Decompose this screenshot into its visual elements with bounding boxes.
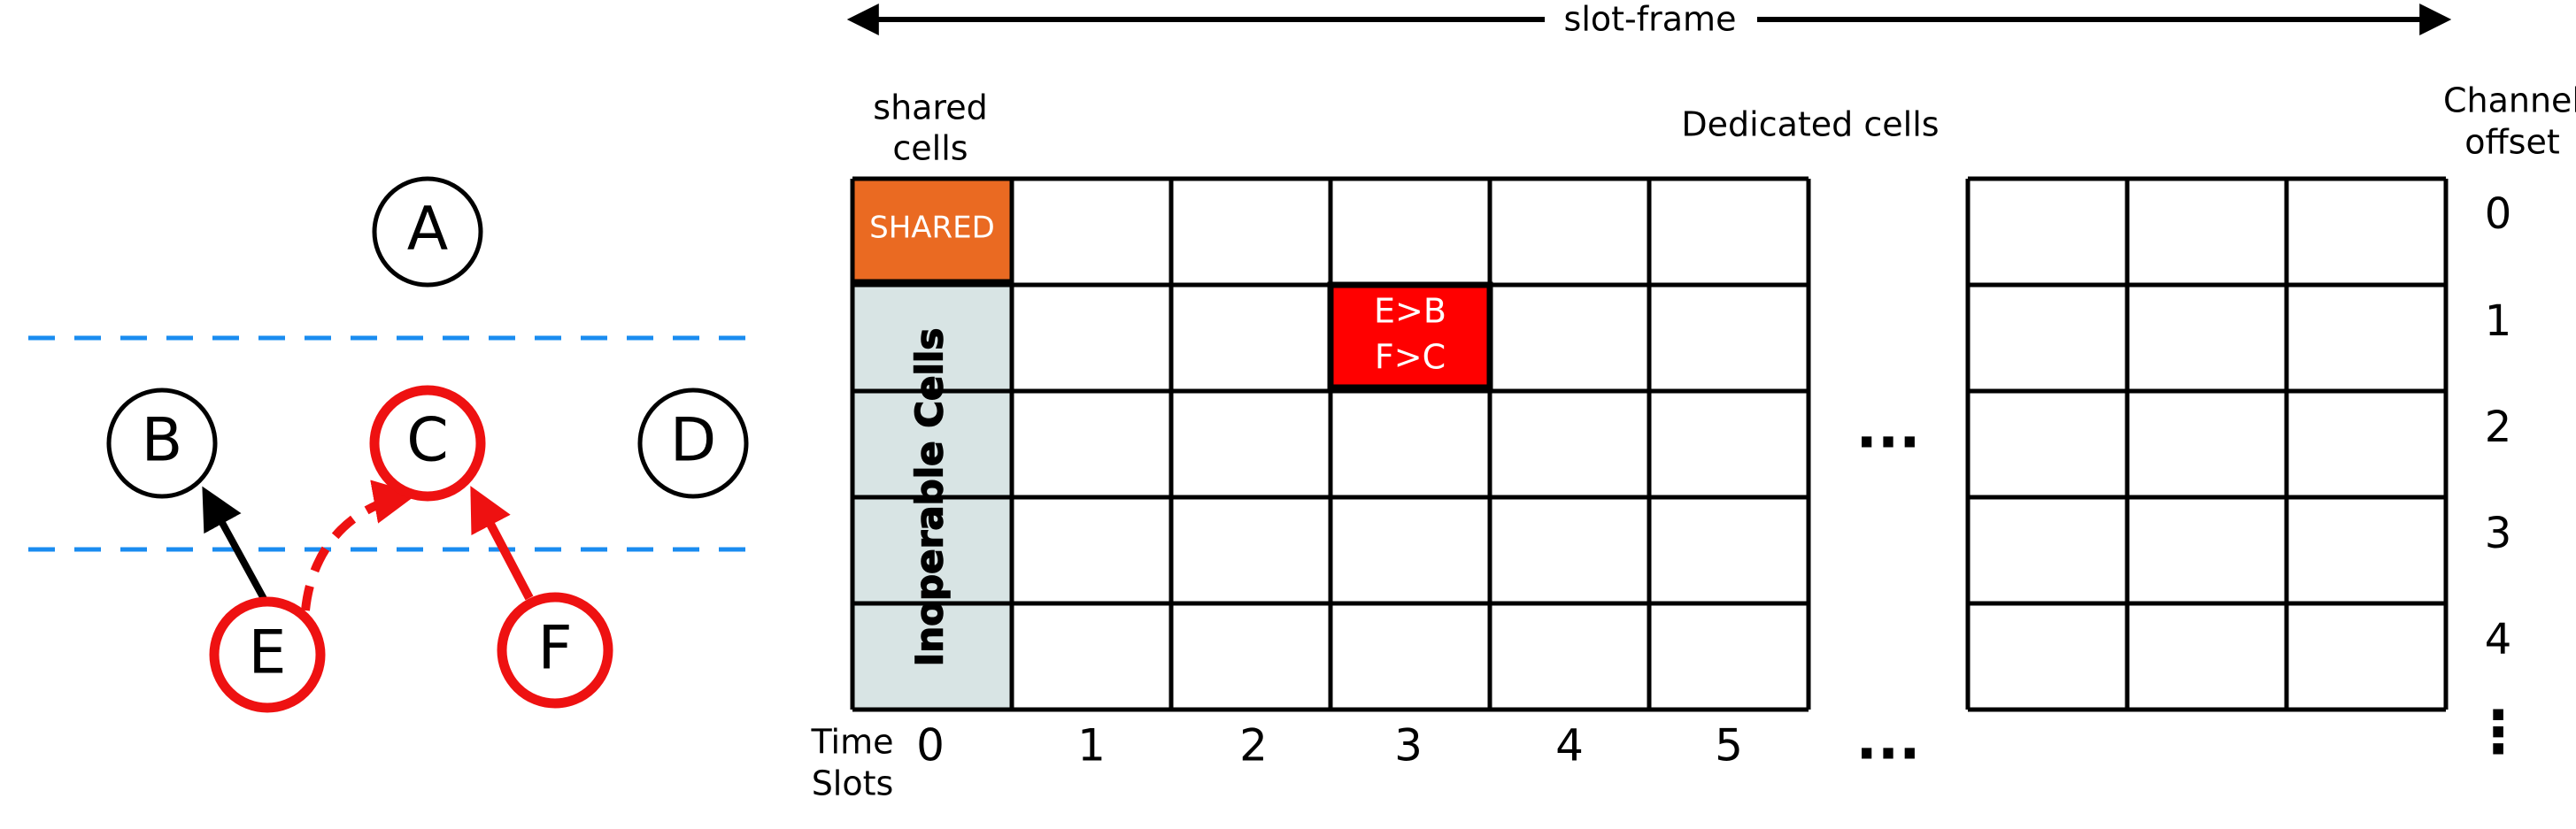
slotframe-title: slot-frame [1564, 0, 1737, 39]
time-slot-label: 3 [1394, 720, 1423, 771]
slotframe-panel: slot-frame shared cells Dedicated cells … [811, 0, 2576, 803]
node-a: A [372, 176, 483, 288]
time-slots-label-line1: Time [811, 723, 894, 762]
node-b: B [106, 388, 218, 499]
node-e-circle [209, 596, 326, 713]
channel-offset-ellipsis: ⋮ [2469, 698, 2527, 766]
node-c: C [369, 385, 486, 502]
node-a-label: A [407, 195, 449, 265]
scheduled-cell-border [1327, 281, 1493, 391]
node-f-label: F [537, 614, 572, 684]
channel-offset-header-line2: offset [2464, 123, 2560, 162]
node-d: D [637, 388, 749, 499]
link-e-to-c-dashed-arrow [301, 480, 418, 611]
time-slots-label-line2: Slots [812, 764, 894, 803]
node-d-label: D [670, 406, 716, 476]
channel-offset-label: 3 [2485, 509, 2512, 558]
node-b-circle [106, 388, 218, 499]
node-e: E [209, 596, 326, 713]
time-slot-label: 0 [916, 720, 945, 771]
channel-offset-label: 2 [2485, 403, 2512, 452]
channel-offset-label: 1 [2485, 296, 2512, 346]
time-slot-ellipsis: ... [1856, 708, 1921, 773]
scheduled-cell-line2: F>C [1375, 338, 1446, 377]
link-e-to-b-arrow [202, 486, 271, 607]
shared-cells-header-line2: cells [892, 129, 968, 168]
shared-cell [852, 179, 1012, 283]
shared-cell-label: SHARED [869, 211, 995, 246]
node-f-circle [497, 592, 613, 709]
node-c-label: C [406, 406, 448, 476]
time-slot-label: 1 [1077, 720, 1106, 771]
node-e-label: E [249, 618, 287, 688]
channel-offset-label: 0 [2485, 189, 2512, 239]
time-slot-label: 5 [1715, 720, 1743, 771]
shared-cells-header-line1: shared [873, 88, 987, 127]
node-c-circle [369, 385, 486, 502]
node-b-label: B [142, 406, 183, 476]
topology-panel: A B C D E F [28, 176, 751, 713]
node-f: F [497, 592, 613, 709]
node-a-circle [372, 176, 483, 288]
time-slot-label: 2 [1239, 720, 1268, 771]
dedicated-cells-header: Dedicated cells [1681, 105, 1939, 144]
scheduled-cell-line1: E>B [1374, 292, 1446, 331]
grid-ellipsis: ... [1856, 396, 1921, 462]
grid-right-block [1965, 176, 2449, 712]
scheduled-cell [1330, 285, 1490, 388]
time-slot-label: 4 [1555, 720, 1584, 771]
channel-offset-header-line1: Channel [2443, 81, 2576, 120]
channel-offset-label: 4 [2485, 615, 2512, 664]
link-f-to-c-arrow [470, 486, 534, 601]
node-d-circle [637, 388, 749, 499]
